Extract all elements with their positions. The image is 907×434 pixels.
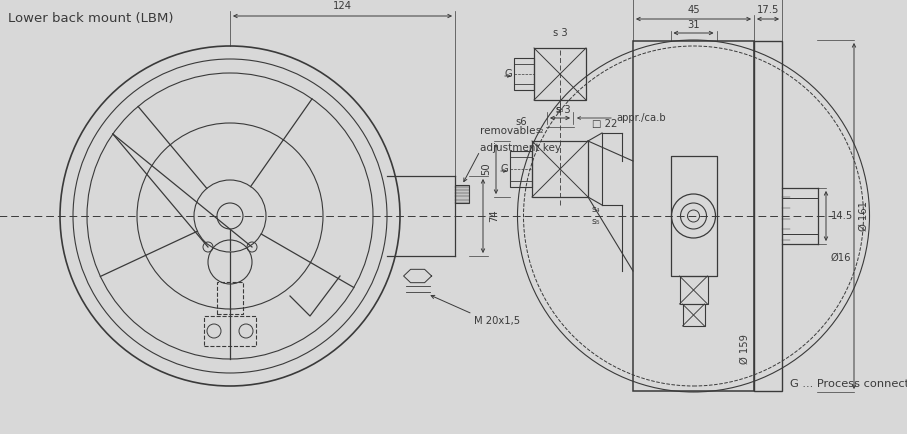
Text: adjustment key: adjustment key	[480, 143, 561, 153]
Text: removable: removable	[480, 126, 535, 136]
Bar	[670, 156, 717, 276]
Text: 17.5: 17.5	[756, 5, 779, 15]
Bar	[532, 141, 588, 197]
Text: G: G	[504, 69, 512, 79]
Text: s₄: s₄	[592, 205, 600, 214]
Bar	[682, 304, 705, 326]
Bar	[204, 316, 256, 346]
Bar	[510, 151, 532, 187]
Text: G ... Process connection: G ... Process connection	[790, 379, 907, 389]
Bar	[754, 41, 782, 391]
Text: □ 22: □ 22	[592, 119, 618, 129]
Text: Ø 161: Ø 161	[859, 201, 869, 231]
Text: Ø16: Ø16	[831, 253, 852, 263]
Text: 31: 31	[688, 20, 700, 30]
Text: 50: 50	[481, 163, 491, 175]
Text: s₃: s₃	[556, 105, 564, 114]
Text: s 3: s 3	[552, 28, 567, 38]
Text: appr./ca.b: appr./ca.b	[616, 113, 666, 123]
Text: s₂: s₂	[536, 126, 544, 135]
Text: s 3: s 3	[556, 105, 571, 115]
Bar	[633, 41, 754, 391]
Bar	[217, 282, 243, 314]
Bar	[679, 276, 707, 304]
Text: 45: 45	[688, 5, 700, 15]
Text: Ø 159: Ø 159	[740, 334, 750, 364]
Text: s₅: s₅	[592, 217, 600, 226]
Bar	[514, 58, 534, 90]
Text: G: G	[501, 164, 508, 174]
Bar	[455, 185, 469, 203]
Text: 14.5: 14.5	[831, 211, 853, 221]
Text: 74: 74	[489, 210, 499, 222]
Text: 124: 124	[333, 1, 352, 11]
Text: Lower back mount (LBM): Lower back mount (LBM)	[8, 12, 173, 25]
Text: s6: s6	[515, 117, 527, 127]
Bar	[534, 48, 586, 100]
Text: M 20x1,5: M 20x1,5	[473, 316, 520, 326]
